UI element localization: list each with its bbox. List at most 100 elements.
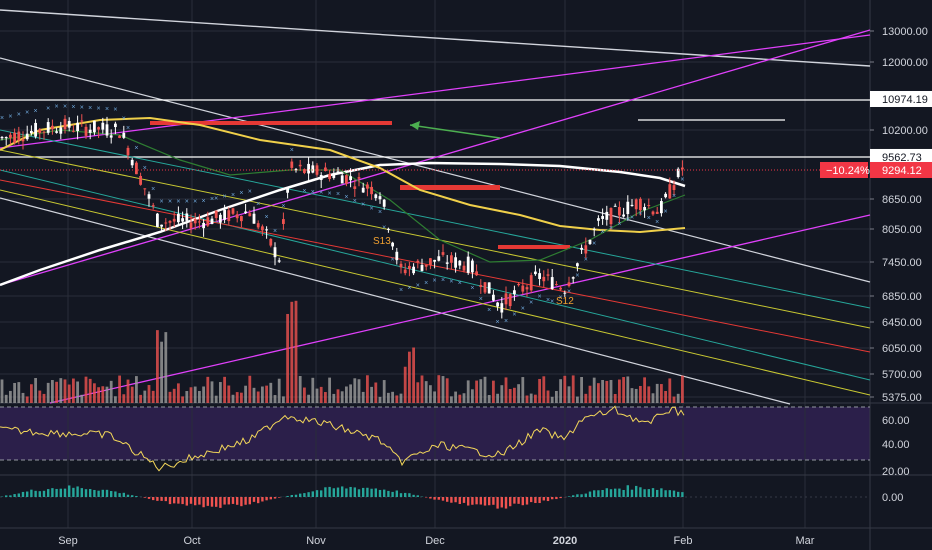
momentum-bar [55, 488, 58, 497]
change-pct-label: −10.24% [826, 165, 870, 177]
ma-green-line [0, 129, 686, 263]
candle-body [261, 226, 264, 231]
parabolic-sar-dot: × [487, 307, 491, 314]
momentum-bar [315, 490, 319, 497]
y-tick-label: 7450.00 [882, 257, 922, 269]
candle-body [395, 251, 399, 261]
candle-body [366, 184, 369, 189]
momentum-bar [13, 494, 16, 497]
x-tick-label: Mar [796, 535, 815, 547]
parabolic-sar-dot: × [353, 198, 357, 205]
volume-bar [529, 393, 533, 403]
volume-bar [534, 394, 537, 403]
candle-body [626, 201, 630, 215]
momentum-bar [378, 489, 382, 497]
volume-bar [538, 378, 541, 403]
momentum-bar [328, 486, 331, 497]
volume-bar [21, 392, 25, 403]
volume-bar [517, 384, 520, 403]
candle-body [139, 175, 142, 185]
parabolic-sar-dot: × [626, 217, 630, 224]
candle-body [101, 122, 105, 130]
parabolic-sar-dot: × [256, 201, 260, 208]
momentum-bar [311, 491, 314, 497]
candle-body [282, 219, 285, 224]
volume-bar [424, 381, 428, 403]
level-zone [498, 245, 570, 249]
candle-body [156, 213, 159, 227]
parabolic-sar-dot: × [521, 305, 525, 312]
candle-body [613, 205, 617, 207]
candle-body [391, 242, 394, 247]
candle-body [475, 271, 478, 276]
momentum-bar [500, 497, 503, 508]
momentum-bar [273, 497, 277, 499]
candle-body [34, 122, 37, 137]
candle-body [630, 204, 634, 206]
y-tick-label: 5700.00 [882, 369, 922, 381]
parabolic-sar-dot: × [273, 228, 277, 235]
momentum-bar [643, 489, 646, 497]
volume-bar [630, 388, 634, 403]
volume-bar [105, 386, 109, 403]
candle-body [500, 303, 504, 313]
candle-body [181, 218, 184, 222]
candle-body [571, 277, 575, 279]
volume-bar [311, 377, 315, 403]
parabolic-sar-dot: × [63, 103, 67, 110]
volume-bar [30, 384, 33, 403]
momentum-bar [341, 486, 344, 497]
momentum-bar [668, 490, 671, 497]
candle-body [643, 207, 646, 211]
candle-body [290, 161, 294, 168]
candle-body [450, 255, 453, 263]
magenta-lower [49, 214, 871, 404]
momentum-bar [504, 497, 508, 509]
parabolic-sar-dot: × [17, 111, 21, 118]
volume-bar [584, 393, 588, 403]
momentum-bar [635, 485, 638, 497]
candle-body [147, 194, 151, 199]
parabolic-sar-dot: × [449, 278, 453, 285]
volume-bar [664, 391, 667, 403]
volume-bar [286, 313, 289, 403]
volume-bar [504, 377, 508, 403]
candle-body [429, 258, 432, 265]
momentum-bar [68, 485, 71, 497]
momentum-bar [101, 489, 104, 497]
momentum-bar [408, 493, 411, 497]
momentum-bar [265, 497, 268, 501]
volume-bar [252, 387, 256, 403]
candle-body [420, 265, 424, 271]
candle-body [248, 213, 252, 217]
candle-body [76, 122, 79, 132]
candle-body [189, 222, 193, 229]
channel-lower [0, 197, 791, 405]
volume-bar [462, 393, 466, 403]
candle-body [4, 137, 8, 139]
volume-bar [160, 341, 163, 403]
volume-bar [97, 387, 100, 403]
momentum-bar [353, 487, 356, 497]
candle-body [30, 130, 33, 134]
candle-body [38, 129, 42, 133]
volume-bar [618, 379, 621, 403]
parabolic-sar-dot: × [265, 214, 269, 221]
candle-body [227, 210, 231, 222]
parabolic-sar-dot: × [160, 199, 164, 206]
volume-bar [475, 380, 478, 403]
parabolic-sar-dot: × [328, 190, 332, 197]
momentum-bar [332, 488, 335, 497]
candle-body [164, 222, 168, 224]
volume-bar [357, 379, 361, 403]
candle-body [168, 221, 172, 223]
candle-body [336, 171, 340, 173]
parabolic-sar-dot: × [399, 287, 403, 294]
momentum-bar [345, 488, 348, 497]
candle-body [13, 132, 16, 143]
volume-bar [487, 394, 491, 403]
momentum-bar [551, 497, 554, 500]
price-level-badge [870, 148, 932, 165]
candle-body [517, 283, 520, 286]
